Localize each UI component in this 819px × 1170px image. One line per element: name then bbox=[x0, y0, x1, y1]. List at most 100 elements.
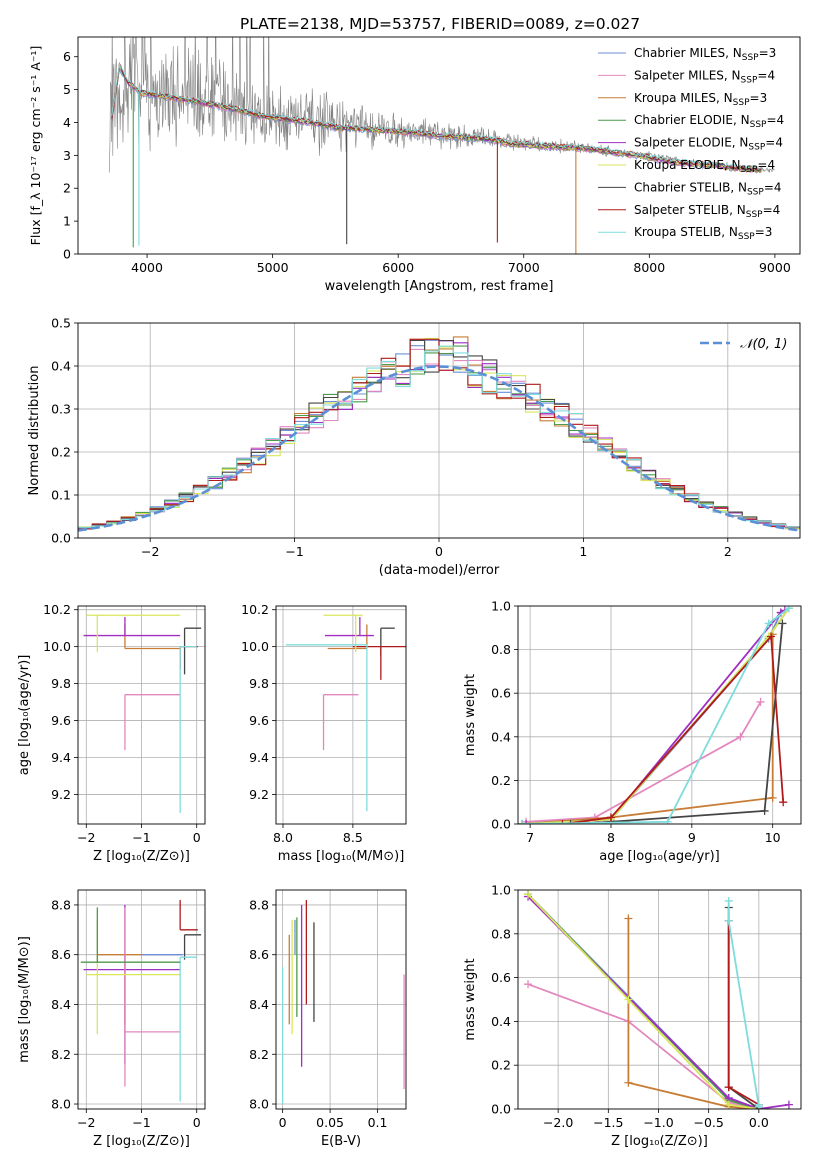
x-tick-label: 7 bbox=[526, 830, 534, 845]
legend-label: Salpeter STELIB, NSSP=4 bbox=[634, 203, 780, 220]
y-tick-label: 0.4 bbox=[491, 729, 511, 744]
y-tick-label: 4 bbox=[63, 115, 71, 130]
histogram-step bbox=[78, 345, 800, 529]
y-tick-label: 9.6 bbox=[249, 713, 269, 728]
x-axis-label: age [log₁₀(age/yr)] bbox=[599, 849, 720, 864]
x-tick-label: −1 bbox=[285, 544, 303, 559]
mass-weight-marker bbox=[760, 806, 769, 815]
age-vs-mass-panel: 8.0 8.5 9.2 9.4 9.6 9.8 10.0 10.2 mass [log₁₀(M/… bbox=[241, 602, 407, 864]
y-tick-label: 0.1 bbox=[51, 488, 71, 503]
y-tick-label: 9.2 bbox=[51, 787, 71, 802]
x-axis-label: Z [log₁₀(Z/Z⊙)] bbox=[611, 1134, 708, 1149]
y-tick-label: 8.2 bbox=[249, 1047, 269, 1062]
x-tick-label: 8000 bbox=[633, 260, 665, 275]
y-tick-label: 3 bbox=[63, 148, 71, 163]
x-tick-label: 0.05 bbox=[316, 1115, 344, 1130]
y-axis-label: mass [log₁₀(M/M⊙)] bbox=[17, 936, 32, 1063]
x-tick-label: 0.0 bbox=[749, 1115, 769, 1130]
x-axis-label: E(B-V) bbox=[321, 1134, 361, 1149]
y-axis-label: mass weight bbox=[463, 958, 478, 1040]
y-tick-label: 0.8 bbox=[491, 642, 511, 657]
x-tick-label: 8.0 bbox=[273, 830, 293, 845]
x-tick-label: 9000 bbox=[759, 260, 791, 275]
y-tick-label: 1.0 bbox=[491, 599, 511, 614]
y-tick-label: 5 bbox=[63, 82, 71, 97]
y-tick-label: 8.8 bbox=[51, 897, 71, 912]
mass-weight-marker bbox=[736, 732, 745, 741]
legend-label: Kroupa STELIB, NSSP=3 bbox=[634, 225, 772, 242]
mass-weight-marker bbox=[624, 995, 633, 1004]
y-tick-label: 8.0 bbox=[51, 1097, 71, 1112]
mass-weight-marker bbox=[754, 1100, 763, 1109]
axes-frame bbox=[77, 322, 801, 539]
mass-weight-marker bbox=[558, 820, 567, 824]
spectrum-panel: 4000 5000 6000 7000 8000 9000 0 1 2 3 4 5 6 wavelengt… bbox=[28, 36, 801, 294]
y-tick-label: 8.4 bbox=[249, 997, 269, 1012]
mass-weight-marker bbox=[784, 606, 793, 613]
x-tick-label: 0 bbox=[193, 1115, 201, 1130]
x-axis-label: wavelength [Angstrom, rest frame] bbox=[325, 279, 554, 294]
x-tick-label: −1 bbox=[132, 1115, 150, 1130]
y-tick-label: 8.8 bbox=[249, 897, 269, 912]
histogram-step bbox=[78, 339, 800, 529]
y-tick-label: 8.6 bbox=[249, 947, 269, 962]
mass-weight-marker bbox=[624, 1078, 633, 1087]
mass-weight-line bbox=[521, 634, 774, 824]
axes-frame bbox=[77, 889, 206, 1110]
mass-weight-marker bbox=[724, 1100, 733, 1109]
age-vs-metallicity-panel: −2 −1 0 9.2 9.4 9.6 9.8 10.0 10.2 Z [log₁₀(Z/Z⊙)]… bbox=[17, 602, 206, 864]
figure-title: PLATE=2138, MJD=53757, FIBERID=0089, z=0… bbox=[240, 15, 640, 33]
axes-frame bbox=[77, 605, 206, 825]
legend-label: Salpeter ELODIE, NSSP=4 bbox=[634, 136, 783, 153]
y-tick-label: 0.4 bbox=[491, 1014, 511, 1029]
mass-weight-marker bbox=[768, 793, 777, 802]
mass-weight-marker bbox=[522, 820, 531, 824]
y-tick-label: 8.6 bbox=[51, 947, 71, 962]
y-tick-label: 8.2 bbox=[51, 1047, 71, 1062]
y-tick-label: 10.0 bbox=[241, 639, 269, 654]
y-tick-label: 0.0 bbox=[491, 1102, 511, 1117]
mass-weight-marker bbox=[724, 896, 733, 905]
mass-weight-marker bbox=[663, 817, 672, 824]
y-tick-label: 0.2 bbox=[51, 445, 71, 460]
y-tick-label: 0.5 bbox=[51, 316, 71, 331]
y-tick-label: 9.4 bbox=[249, 750, 269, 765]
mass-weight-vs-age-panel: 7 8 9 10 0.0 0.2 0.4 0.6 0.8 1.0 age [log₁₀(age/yr… bbox=[463, 599, 802, 864]
mass-weight-marker bbox=[518, 820, 527, 824]
x-tick-label: −1.0 bbox=[643, 1115, 673, 1130]
mass-weight-marker bbox=[764, 619, 773, 628]
x-tick-label: −2 bbox=[77, 830, 95, 845]
axes-frame bbox=[275, 889, 407, 1110]
plot-area bbox=[109, 37, 775, 254]
mass-weight-marker bbox=[524, 890, 533, 899]
mass-weight-marker bbox=[624, 914, 633, 923]
plot-area bbox=[518, 890, 801, 1109]
x-tick-label: 9 bbox=[688, 830, 696, 845]
mass-vs-ebv-panel: 0 0.05 0.1 8.0 8.2 8.4 8.6 8.8 E(B-V) bbox=[249, 889, 407, 1149]
axes-frame bbox=[275, 605, 407, 825]
mass-weight-marker bbox=[606, 813, 615, 822]
legend-label: Chabrier ELODIE, NSSP=4 bbox=[634, 113, 784, 130]
plot-area bbox=[276, 890, 406, 1109]
mass-weight-marker bbox=[724, 1083, 733, 1092]
mass-weight-line bbox=[527, 893, 760, 1109]
x-tick-label: −2.0 bbox=[543, 1115, 573, 1130]
y-tick-label: 0.3 bbox=[51, 402, 71, 417]
x-axis-label: Z [log₁₀(Z/Z⊙)] bbox=[93, 849, 190, 864]
x-tick-label: 8.5 bbox=[343, 830, 363, 845]
x-tick-label: 6000 bbox=[382, 260, 414, 275]
normal-reference-curve bbox=[78, 365, 800, 532]
y-tick-label: 8.4 bbox=[51, 997, 71, 1012]
model-line bbox=[111, 62, 762, 170]
x-tick-label: 5000 bbox=[257, 260, 289, 275]
y-tick-label: 1.0 bbox=[491, 883, 511, 898]
y-tick-label: 8.0 bbox=[249, 1097, 269, 1112]
legend-label: Chabrier MILES, NSSP=3 bbox=[634, 46, 776, 63]
model-line bbox=[111, 61, 762, 172]
y-tick-label: 2 bbox=[63, 181, 71, 196]
y-tick-label: 0 bbox=[63, 247, 71, 262]
y-axis-label: Normed distribution bbox=[27, 366, 42, 496]
x-tick-label: −1 bbox=[132, 830, 150, 845]
x-tick-label: −2 bbox=[77, 1115, 95, 1130]
